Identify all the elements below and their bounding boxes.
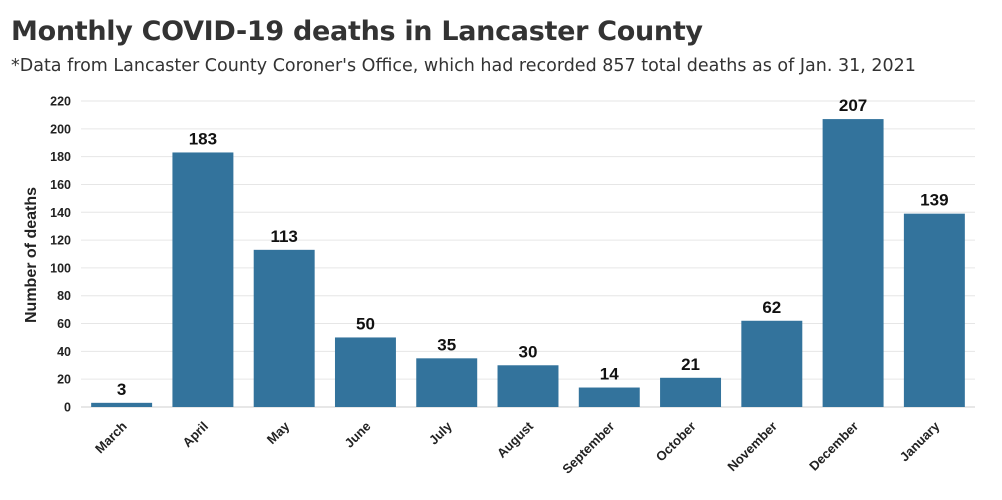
x-tick-label: December xyxy=(806,419,861,474)
data-labels: 3 183 113 50 35 30 14 21 62 207 139 xyxy=(117,96,949,399)
y-tick-label: 140 xyxy=(50,206,71,220)
data-label-march: 3 xyxy=(117,380,126,399)
y-tick-label: 60 xyxy=(57,317,71,331)
x-tick-label: July xyxy=(426,418,456,448)
data-label-june: 50 xyxy=(356,314,375,333)
bar-september xyxy=(578,387,640,407)
data-label-december: 207 xyxy=(839,96,867,115)
y-tick-label: 0 xyxy=(64,401,71,415)
bars xyxy=(91,119,965,407)
y-tick-label: 80 xyxy=(57,289,71,303)
bar-august xyxy=(497,365,559,407)
data-label-january: 139 xyxy=(920,191,948,210)
x-tick-label: June xyxy=(342,419,374,451)
data-label-may: 113 xyxy=(270,227,297,246)
y-tick-label: 100 xyxy=(50,261,71,275)
y-tick-label: 160 xyxy=(50,178,71,192)
x-tick-label: September xyxy=(559,419,617,477)
chart-title: Monthly COVID-19 deaths in Lancaster Cou… xyxy=(11,16,703,47)
y-axis-label: Number of deaths xyxy=(23,187,40,323)
bar-june xyxy=(334,337,396,407)
x-axis-ticks: March April May June July August September Octo… xyxy=(92,418,943,477)
x-tick-label: April xyxy=(179,419,211,451)
bar-october xyxy=(660,377,722,407)
data-label-august: 30 xyxy=(519,342,538,361)
x-tick-label: January xyxy=(897,418,943,464)
bar-november xyxy=(741,320,803,407)
data-label-november: 62 xyxy=(762,298,781,317)
y-tick-label: 40 xyxy=(57,345,71,359)
data-label-september: 14 xyxy=(600,365,619,384)
bar-april xyxy=(172,152,234,407)
bar-may xyxy=(253,249,315,407)
bar-july xyxy=(416,358,478,407)
x-tick-label: March xyxy=(92,418,130,456)
y-tick-label: 20 xyxy=(57,373,71,387)
data-label-october: 21 xyxy=(681,355,700,374)
y-tick-label: 220 xyxy=(50,95,71,109)
chart-subtitle: *Data from Lancaster County Coroner's Of… xyxy=(11,56,916,76)
x-tick-label: October xyxy=(653,419,699,465)
x-tick-label: May xyxy=(264,418,293,447)
bar-january xyxy=(903,213,965,407)
y-tick-label: 200 xyxy=(50,122,71,136)
y-axis-ticks: 0 20 40 60 80 100 120 140 160 180 200 220 xyxy=(50,95,71,415)
data-label-july: 35 xyxy=(437,335,456,354)
bar-december xyxy=(822,119,884,407)
bar-march xyxy=(91,402,153,407)
x-tick-label: August xyxy=(494,418,537,461)
data-label-april: 183 xyxy=(189,129,217,148)
y-tick-label: 120 xyxy=(50,234,71,248)
y-tick-label: 180 xyxy=(50,150,71,164)
x-tick-label: November xyxy=(724,419,780,475)
